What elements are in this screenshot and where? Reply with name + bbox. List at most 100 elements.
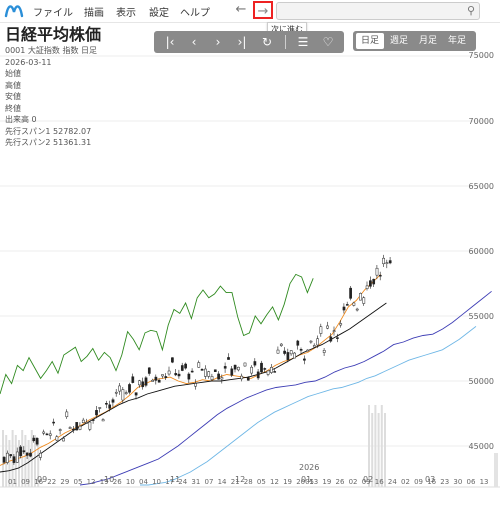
- candle-body: [240, 375, 244, 380]
- brand-logo-icon[interactable]: [4, 2, 24, 20]
- last-page-icon[interactable]: ›|: [237, 35, 247, 49]
- candle-body: [29, 452, 32, 457]
- menu-bar: ファイル 描画 表示 設定 ヘルプ ← → ⚲: [0, 0, 500, 23]
- x-tick: 09: [414, 478, 424, 486]
- volume-bar: [380, 405, 383, 487]
- candle-body: [312, 345, 316, 348]
- candle-body: [161, 374, 164, 377]
- candle-body: [55, 436, 59, 441]
- candle-body: [197, 362, 201, 368]
- month-label: 11: [170, 475, 181, 484]
- candle-body: [223, 366, 227, 369]
- x-tick: 04: [139, 478, 148, 486]
- candle-body: [303, 358, 306, 361]
- info-panel: 日経平均株価 0001 大証指数 指数 日足 2026-03-11 始値 高値 …: [5, 25, 101, 149]
- x-tick: 29: [60, 478, 70, 486]
- candle-body: [101, 419, 105, 422]
- x-tick: 12: [86, 478, 96, 486]
- period-weekly[interactable]: 週足: [389, 36, 408, 46]
- candle-body: [207, 371, 211, 377]
- x-tick: 16: [374, 478, 384, 486]
- candle-body: [220, 377, 224, 380]
- chikou-line: [0, 273, 314, 395]
- candle-body: [372, 278, 376, 285]
- candle-body: [19, 446, 22, 457]
- y-tick-60000: 60000: [468, 247, 494, 256]
- refresh-icon[interactable]: ↻: [261, 35, 273, 49]
- candle-body: [174, 373, 178, 376]
- candle-body: [151, 379, 154, 382]
- prev-icon[interactable]: ‹: [191, 35, 197, 49]
- span1-line: 先行スパン1 52782.07: [5, 126, 92, 136]
- candle-body: [190, 370, 194, 373]
- candle-body: [48, 433, 52, 436]
- candle-body: [52, 421, 55, 424]
- candle-body: [12, 456, 16, 463]
- x-tick: 05: [256, 478, 266, 486]
- month-label: 03: [425, 475, 436, 484]
- favorite-add-icon[interactable]: ♡: [322, 35, 334, 49]
- candle-body: [336, 337, 339, 339]
- candle-body: [362, 297, 366, 304]
- volume-bar: [27, 440, 30, 487]
- search-icon[interactable]: ⚲: [466, 4, 475, 17]
- candle-body: [283, 350, 286, 354]
- x-tick: 01: [8, 478, 17, 486]
- volume-bar: [37, 440, 40, 487]
- candle-body: [154, 376, 158, 381]
- back-button[interactable]: ←: [235, 2, 247, 17]
- y-tick-65000: 65000: [468, 182, 494, 191]
- menu-help[interactable]: ヘルプ: [180, 8, 210, 19]
- candle-body: [378, 274, 382, 277]
- x-tick: 26: [112, 478, 122, 486]
- candle-body: [25, 452, 29, 456]
- candle-body: [65, 411, 69, 418]
- candle-body: [85, 422, 88, 424]
- candle-body: [326, 325, 329, 329]
- low-line: 安値: [5, 92, 21, 101]
- x-tick: 07: [204, 478, 214, 486]
- candle-body: [365, 285, 369, 289]
- scrollbar[interactable]: [494, 453, 498, 487]
- candle-body: [131, 376, 135, 383]
- search-input[interactable]: ⚲: [276, 2, 480, 20]
- volume-bar: [34, 435, 36, 487]
- code-line: 0001 大証指数 指数 日足: [5, 46, 97, 55]
- candle-body: [91, 419, 95, 421]
- candle-body: [32, 437, 36, 442]
- date-line: 2026-03-11: [5, 57, 52, 67]
- period-daily[interactable]: 日足: [356, 33, 384, 49]
- candle-body: [144, 377, 148, 386]
- period-yearly[interactable]: 年足: [447, 36, 466, 46]
- candle-body: [345, 304, 349, 306]
- candle-body: [375, 267, 379, 276]
- y-tick-75000: 75000: [468, 51, 494, 60]
- candle-body: [263, 368, 267, 370]
- period-monthly[interactable]: 月足: [418, 36, 437, 46]
- menu-draw[interactable]: 描画: [84, 8, 104, 19]
- candle-body: [276, 349, 280, 354]
- forward-button[interactable]: →: [253, 1, 273, 19]
- x-tick: 14: [217, 478, 227, 486]
- x-tick: 2005: [296, 478, 315, 486]
- volume-bar: [21, 430, 24, 487]
- menu-settings[interactable]: 設定: [149, 8, 169, 19]
- candle-body: [349, 287, 352, 299]
- x-tick: 16: [34, 478, 44, 486]
- x-tick: 13: [309, 478, 319, 486]
- candle-body: [388, 260, 392, 264]
- candle-body: [105, 403, 108, 405]
- close-line: 終値: [5, 103, 21, 113]
- candle-body: [95, 410, 98, 416]
- y-tick-55000: 55000: [468, 312, 494, 321]
- first-page-icon[interactable]: |‹: [165, 35, 175, 49]
- volume-bar: [30, 430, 33, 487]
- month-label: 10: [104, 475, 115, 484]
- menu-file[interactable]: ファイル: [33, 8, 73, 19]
- menu-view[interactable]: 表示: [116, 8, 136, 19]
- list-icon[interactable]: ☰: [297, 35, 309, 49]
- candle-body: [352, 302, 356, 306]
- next-icon[interactable]: ›: [215, 35, 221, 49]
- volume-bar: [371, 413, 374, 487]
